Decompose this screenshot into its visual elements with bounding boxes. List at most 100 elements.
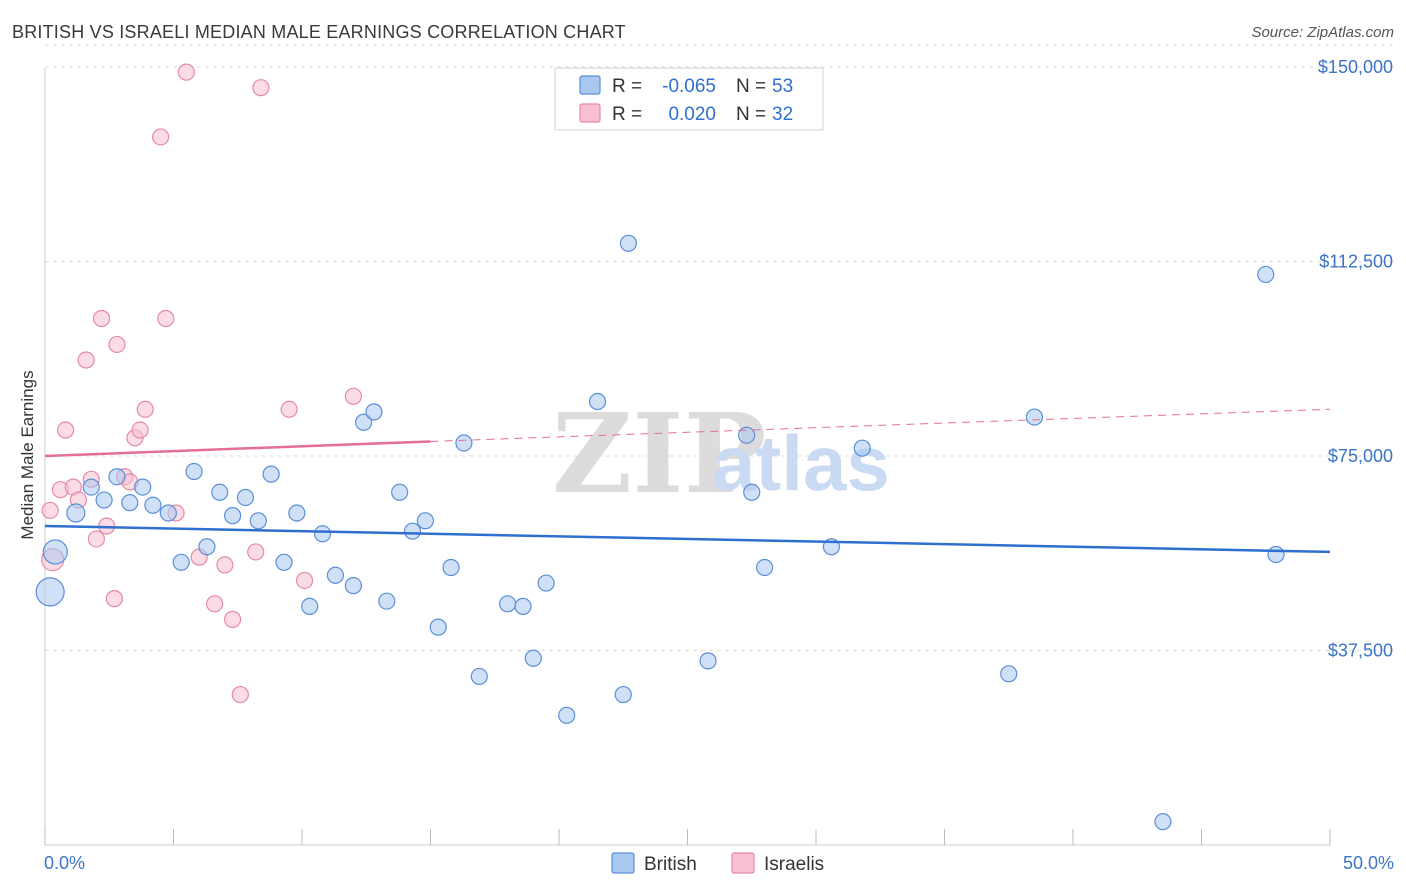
british-point-31	[442, 558, 460, 577]
british-point-24	[355, 413, 373, 431]
israelis-point-23	[206, 595, 224, 613]
british-point-22	[326, 566, 345, 584]
british-point-6	[121, 494, 139, 512]
british-point-41	[619, 234, 637, 252]
british-point-49	[1025, 408, 1044, 426]
israelis-point-18	[152, 128, 170, 146]
british-point-14	[224, 507, 242, 525]
israelis-point-28	[252, 79, 270, 97]
series-legend-israelis: Israelis	[764, 854, 824, 875]
british-point-16	[249, 512, 267, 530]
british-point-42	[699, 652, 717, 670]
british-point-10	[172, 553, 190, 571]
israelis-point-11	[105, 590, 123, 608]
y-tick-labels: $37,500 $75,000 $112,500 $150,000	[1318, 57, 1393, 661]
legend-british-r-value: -0.065	[662, 76, 716, 97]
stats-legend: R = -0.065 N = 53 R = 0.020 N = 32	[554, 67, 824, 131]
british-point-9	[159, 504, 177, 522]
israelis-point-25	[224, 610, 242, 628]
israelis-point-9	[92, 309, 111, 328]
british-point-5	[108, 468, 126, 486]
british-point-0	[35, 577, 65, 607]
british-point-45	[755, 558, 774, 577]
legend-british-r-label: R =	[612, 76, 642, 97]
british-point-28	[403, 522, 422, 540]
british-point-2	[66, 503, 86, 523]
series-legend-swatch-british	[611, 852, 635, 874]
british-point-40	[614, 685, 632, 704]
british-point-1	[42, 539, 68, 565]
israelis-point-26	[231, 685, 249, 704]
israelis-trend-line	[44, 440, 431, 458]
british-points	[35, 234, 1285, 831]
chart-source: Source: ZipAtlas.com	[1251, 24, 1394, 41]
y-axis-label: Median Male Earnings	[18, 370, 37, 539]
legend-israelis-r-value: 0.020	[668, 104, 716, 125]
israelis-point-24	[216, 556, 234, 574]
british-point-44	[743, 483, 761, 501]
legend-british-n-value: 53	[772, 76, 793, 97]
israelis-point-30	[295, 571, 314, 590]
british-point-48	[1000, 665, 1018, 683]
y-tick-label-1: $75,000	[1328, 446, 1393, 466]
british-point-20	[301, 597, 319, 615]
british-point-50	[1154, 813, 1172, 831]
british-point-51	[1257, 265, 1275, 284]
british-point-37	[537, 574, 555, 592]
british-point-38	[558, 706, 576, 724]
british-point-39	[588, 392, 607, 411]
british-point-7	[134, 478, 152, 496]
israelis-point-31	[344, 387, 362, 405]
legend-british-n-label: N =	[736, 76, 766, 97]
legend-israelis-n-label: N =	[736, 104, 766, 125]
british-point-4	[95, 491, 113, 509]
gridlines	[45, 44, 1395, 651]
british-point-17	[262, 465, 280, 483]
british-point-15	[236, 488, 255, 507]
israelis-point-16	[131, 421, 149, 439]
british-point-30	[429, 618, 447, 636]
legend-israelis-n-value: 32	[772, 104, 793, 125]
israelis-point-19	[157, 309, 175, 328]
legend-swatch-israelis	[579, 103, 601, 123]
british-point-29	[416, 512, 434, 530]
israelis-trend-line-extension	[430, 408, 1331, 442]
british-point-34	[499, 595, 517, 613]
israelis-point-0	[41, 501, 59, 520]
israelis-point-29	[280, 400, 298, 418]
british-point-26	[378, 592, 396, 610]
british-point-52	[1267, 545, 1285, 564]
israelis-point-3	[56, 421, 75, 439]
british-point-23	[344, 577, 362, 595]
x-tick-label-max: 50.0%	[1343, 853, 1394, 873]
series-legend-swatch-israelis	[731, 852, 755, 874]
british-point-27	[391, 483, 409, 501]
legend-israelis-r-label: R =	[612, 104, 642, 125]
y-tick-label-0: $37,500	[1328, 640, 1393, 660]
british-point-47	[853, 439, 871, 457]
british-point-32	[455, 434, 473, 452]
israelis-point-27	[247, 543, 265, 561]
legend-swatch-british	[579, 75, 601, 95]
chart-title: BRITISH VS ISRAELI MEDIAN MALE EARNINGS …	[12, 22, 626, 42]
british-point-3	[82, 478, 100, 496]
series-legend: British Israelis	[611, 852, 824, 875]
british-point-12	[198, 538, 216, 556]
british-point-13	[211, 483, 229, 501]
israelis-point-12	[108, 335, 126, 354]
british-point-18	[275, 553, 293, 571]
x-tick-label-min: 0.0%	[44, 853, 85, 873]
british-trend-line	[44, 524, 1331, 554]
british-point-8	[144, 496, 162, 514]
israelis-point-21	[177, 63, 195, 81]
series-legend-british: British	[644, 854, 697, 875]
y-tick-label-2: $112,500	[1319, 251, 1393, 271]
israelis-point-17	[136, 400, 154, 418]
israelis-point-8	[87, 530, 106, 548]
watermark-zip: ZIP	[552, 389, 766, 518]
british-point-25	[365, 403, 383, 421]
x-tick-marks	[44, 829, 1331, 845]
british-point-35	[514, 597, 532, 615]
british-point-36	[524, 649, 542, 667]
